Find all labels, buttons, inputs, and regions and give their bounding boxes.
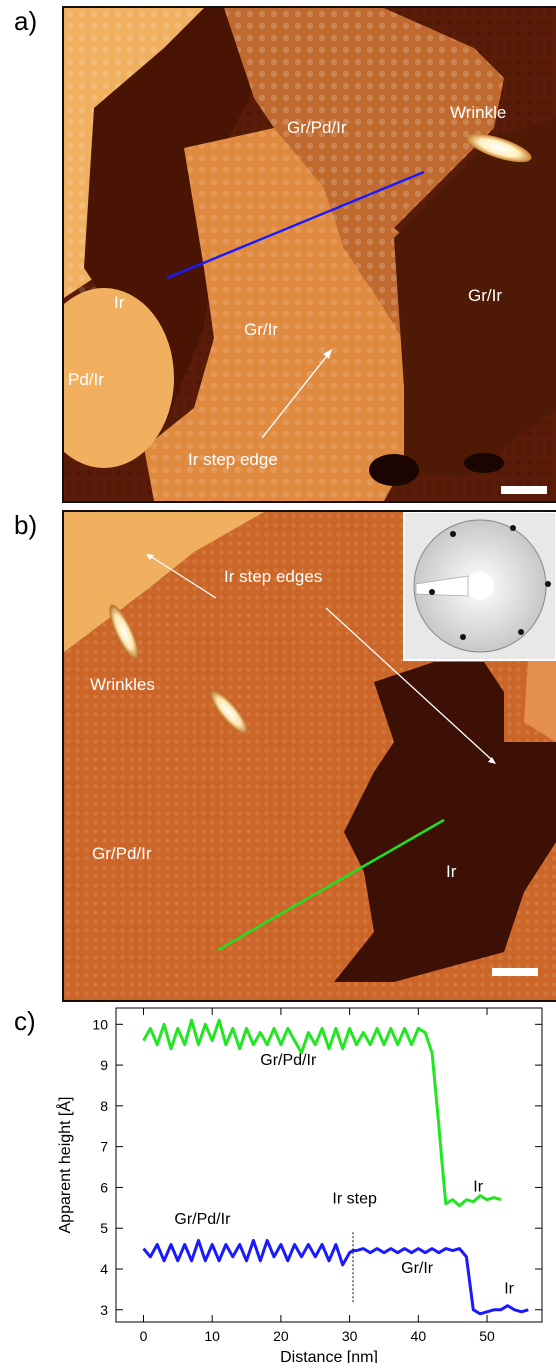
panel-a-letter: a) xyxy=(14,6,38,36)
wrinkle-feature-b1 xyxy=(109,604,139,660)
height-profile-chart: 0 10 20 30 40 50 3 4 5 6 7 8 9 10 Distance [nm] Apparen… xyxy=(0,1000,556,1366)
label-wrinkles-b: Wrinkles xyxy=(90,675,155,694)
step-edge-arrow-right xyxy=(325,607,493,761)
y-tick-label: 7 xyxy=(100,1139,108,1155)
bright-terrace-b xyxy=(64,512,264,652)
annotation-ir-bottom: Ir xyxy=(504,1280,514,1297)
series-line-2 xyxy=(142,1238,529,1316)
label-gr-pd-ir-a: Gr/Pd/Ir xyxy=(287,118,347,137)
annotation-ir-step: Ir step xyxy=(332,1191,377,1208)
annotation-gr-pd-ir-bottom: Gr/Pd/Ir xyxy=(174,1211,231,1228)
annotation-gr-pd-ir-top: Gr/Pd/Ir xyxy=(260,1052,317,1069)
stm-topography-b xyxy=(64,512,556,1000)
x-tick-label: 50 xyxy=(479,1328,495,1344)
profile-line-a xyxy=(166,170,425,280)
y-tick-label: 10 xyxy=(92,1016,108,1032)
profile-line-b xyxy=(217,818,445,952)
label-ir-step-edge-a: Ir step edge xyxy=(188,450,278,469)
y-tick-label: 9 xyxy=(100,1057,108,1073)
y-tick-label: 6 xyxy=(100,1179,108,1195)
label-gr-ir-center-a: Gr/Ir xyxy=(244,320,278,339)
chart-svg: 0 10 20 30 40 50 3 4 5 6 7 8 9 10 Distance [nm] Apparen… xyxy=(55,1007,543,1366)
wrinkle-feature-a xyxy=(466,133,532,163)
ir-region-b xyxy=(334,662,556,982)
label-ir-b: Ir xyxy=(446,862,457,881)
panel-b-letter: b) xyxy=(14,510,38,540)
label-gr-ir-right-a: Gr/Ir xyxy=(468,286,502,305)
panel-c-letter: c) xyxy=(14,1006,36,1036)
step-edge-arrow-left xyxy=(149,555,217,599)
scale-bar-b xyxy=(492,968,538,976)
pd-ir-island-a xyxy=(64,288,174,468)
x-tick-label: 30 xyxy=(342,1328,358,1344)
annotation-ir-top: Ir xyxy=(473,1179,483,1196)
x-tick-label: 10 xyxy=(204,1328,220,1344)
scale-bar-a xyxy=(501,486,547,494)
stm-topography-a xyxy=(64,8,556,501)
y-tick-label: 3 xyxy=(100,1302,108,1318)
stm-image-a: Gr/Pd/Ir Wrinkle Ir Gr/Ir Gr/Ir Pd/Ir Ir… xyxy=(62,6,556,503)
y-axis-label: Apparent height [Å] xyxy=(55,1097,74,1234)
label-gr-pd-ir-b: Gr/Pd/Ir xyxy=(92,844,152,863)
step-edge-arrow xyxy=(261,351,331,439)
label-ir-step-edges-b: Ir step edges xyxy=(224,567,323,586)
x-tick-label: 0 xyxy=(140,1328,148,1344)
y-tick-label: 4 xyxy=(100,1261,108,1277)
label-pd-ir-a: Pd/Ir xyxy=(68,370,104,389)
y-tick-label: 5 xyxy=(100,1220,108,1236)
label-wrinkle-a: Wrinkle xyxy=(450,103,507,122)
series-line-1 xyxy=(142,1018,502,1208)
leed-pattern-inset xyxy=(403,512,556,661)
y-tick-label: 8 xyxy=(100,1098,108,1114)
gr-ir-right-a xyxy=(394,118,556,478)
stm-image-b: Ir step edges Wrinkles Gr/Pd/Ir Ir xyxy=(62,510,556,1002)
x-tick-label: 20 xyxy=(273,1328,289,1344)
plot-frame xyxy=(115,1007,543,1323)
x-axis-label: Distance [nm] xyxy=(280,1349,378,1363)
label-ir-a: Ir xyxy=(114,293,125,312)
annotation-gr-ir: Gr/Ir xyxy=(401,1260,434,1277)
wrinkle-feature-b2 xyxy=(209,689,249,735)
x-tick-label: 40 xyxy=(411,1328,427,1344)
